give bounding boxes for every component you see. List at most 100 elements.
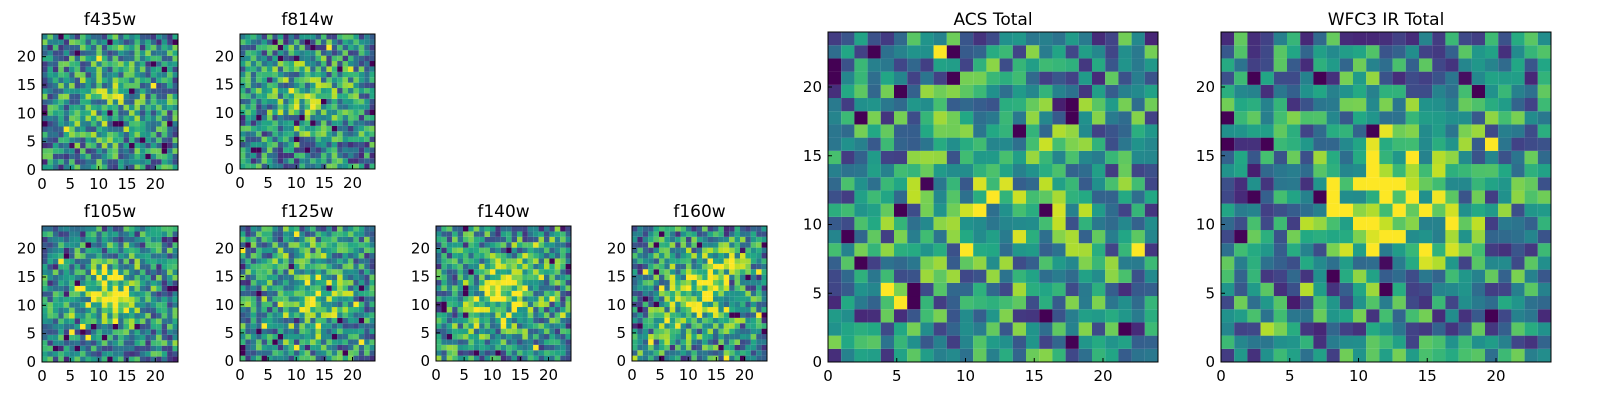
heatmap-cell bbox=[139, 340, 146, 346]
heatmap-cell bbox=[167, 231, 173, 237]
heatmap-cell bbox=[80, 55, 86, 62]
heatmap-cell bbox=[1131, 322, 1145, 336]
heatmap-cell bbox=[707, 323, 714, 329]
heatmap-cell bbox=[58, 291, 64, 297]
heatmap-cell bbox=[761, 296, 768, 302]
heatmap-cell bbox=[304, 263, 311, 270]
heatmap-cell bbox=[63, 231, 70, 237]
heatmap-cell bbox=[854, 190, 868, 204]
heatmap-cell bbox=[522, 274, 528, 281]
heatmap-cell bbox=[272, 242, 278, 248]
heatmap-cell bbox=[150, 115, 157, 122]
heatmap-cell bbox=[107, 44, 113, 51]
heatmap-cell bbox=[288, 236, 295, 243]
heatmap-cell bbox=[123, 99, 130, 105]
heatmap-cell bbox=[348, 323, 354, 329]
heatmap-cell bbox=[47, 258, 53, 265]
heatmap-cell bbox=[484, 274, 491, 281]
heatmap-cell bbox=[1471, 177, 1486, 191]
heatmap-cell bbox=[707, 274, 714, 281]
heatmap-cell bbox=[452, 307, 458, 313]
heatmap-cell bbox=[250, 125, 257, 132]
heatmap-cell bbox=[554, 280, 561, 286]
heatmap-cell bbox=[331, 115, 338, 121]
heatmap-cell bbox=[664, 307, 670, 313]
heatmap-cell bbox=[337, 236, 343, 243]
heatmap-cell bbox=[348, 334, 354, 340]
heatmap-cell bbox=[517, 269, 523, 275]
heatmap-cell bbox=[342, 50, 349, 56]
heatmap-cell bbox=[118, 126, 124, 132]
heatmap-cell bbox=[42, 236, 48, 243]
heatmap-cell bbox=[1379, 309, 1393, 323]
heatmap-cell bbox=[342, 55, 349, 62]
heatmap-cell bbox=[321, 152, 327, 159]
heatmap-cell bbox=[63, 72, 70, 78]
heatmap-cell bbox=[337, 274, 343, 281]
heatmap-cell bbox=[1118, 282, 1132, 297]
heatmap-cell bbox=[1065, 124, 1079, 138]
heatmap-cell bbox=[707, 350, 714, 356]
heatmap-cell bbox=[1092, 230, 1106, 244]
heatmap-cell bbox=[723, 290, 730, 297]
heatmap-cell bbox=[1366, 256, 1380, 270]
heatmap-cells bbox=[1221, 32, 1552, 363]
heatmap-cell bbox=[1092, 203, 1106, 217]
heatmap-cell bbox=[245, 82, 251, 89]
heatmap-cell bbox=[118, 334, 124, 341]
heatmap-cell bbox=[973, 58, 987, 72]
heatmap-cell bbox=[364, 77, 370, 83]
heatmap-cell bbox=[299, 158, 305, 164]
heatmap-cell bbox=[331, 301, 338, 308]
heatmap-cell bbox=[326, 158, 332, 164]
heatmap-cell bbox=[484, 269, 491, 275]
heatmap-cell bbox=[707, 334, 714, 340]
heatmap-cell bbox=[310, 350, 316, 356]
y-tick-label: 0 bbox=[26, 161, 36, 179]
heatmap-cell bbox=[495, 231, 501, 237]
heatmap-cell bbox=[283, 236, 289, 243]
heatmap-cell bbox=[364, 109, 370, 116]
heatmap-cell bbox=[145, 313, 151, 319]
heatmap-cell bbox=[80, 269, 86, 276]
heatmap-cell bbox=[1287, 164, 1301, 178]
heatmap-cell bbox=[880, 203, 895, 217]
heatmap-cell bbox=[112, 34, 119, 40]
heatmap-cell bbox=[123, 247, 130, 254]
heatmap-cell bbox=[560, 226, 566, 232]
heatmap-cell bbox=[675, 258, 681, 264]
heatmap-cell bbox=[1026, 335, 1040, 349]
heatmap-cell bbox=[304, 296, 311, 302]
heatmap-cell bbox=[167, 313, 173, 319]
heatmap-cell bbox=[648, 290, 654, 297]
heatmap-cell bbox=[1144, 256, 1159, 270]
heatmap-cell bbox=[854, 58, 868, 72]
y-tick-label: 10 bbox=[17, 296, 36, 314]
heatmap-cell bbox=[1498, 150, 1512, 165]
heatmap-cell bbox=[112, 121, 119, 127]
heatmap-cell bbox=[299, 109, 305, 116]
heatmap-cell bbox=[304, 39, 311, 45]
heatmap-cell bbox=[1419, 309, 1433, 323]
heatmap-cell bbox=[986, 230, 1000, 244]
heatmap-cell bbox=[894, 322, 908, 336]
heatmap-cell bbox=[299, 71, 305, 78]
heatmap-cell bbox=[112, 50, 119, 56]
heatmap-cell bbox=[511, 280, 518, 286]
heatmap-cell bbox=[533, 317, 539, 324]
heatmap-cell bbox=[240, 120, 246, 126]
heatmap-cell bbox=[304, 152, 311, 159]
heatmap-cell bbox=[506, 355, 512, 362]
heatmap-cell bbox=[946, 177, 961, 191]
panel-wfc3-ir-total: WFC3 IR Total 0 0 5 5 10 10 15 15 20 20 bbox=[1185, 8, 1565, 400]
heatmap-cell bbox=[664, 263, 670, 270]
heatmap-cell bbox=[565, 280, 572, 286]
heatmap-cell bbox=[1498, 309, 1512, 323]
heatmap-cell bbox=[1392, 269, 1406, 283]
heatmap-cell bbox=[544, 323, 550, 329]
heatmap-cell bbox=[123, 334, 130, 341]
heatmap-cell bbox=[277, 231, 284, 237]
heatmap-cell bbox=[1524, 269, 1538, 283]
heatmap-cell bbox=[495, 247, 501, 254]
